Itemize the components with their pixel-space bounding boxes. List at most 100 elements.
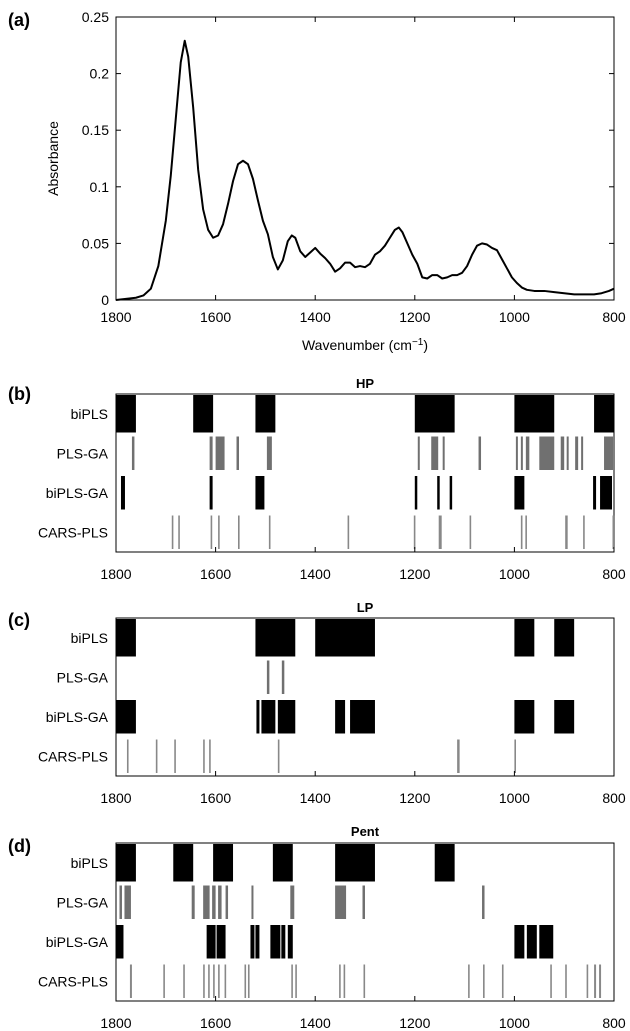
selected-interval — [256, 700, 260, 734]
row-label-pls-ga: PLS-GA — [57, 445, 109, 461]
selected-interval — [216, 925, 226, 959]
selected-interval — [604, 436, 614, 470]
selected-interval — [520, 515, 523, 549]
selected-interval — [599, 964, 602, 998]
selected-interval — [291, 964, 293, 998]
selected-interval — [539, 925, 554, 959]
selected-interval — [206, 925, 216, 959]
selected-interval — [594, 964, 597, 998]
selected-interval — [203, 739, 205, 773]
selected-interval — [268, 515, 271, 549]
plot-frame — [115, 617, 615, 777]
selected-interval — [501, 964, 504, 998]
selected-interval — [565, 964, 567, 998]
x-tick-label: 1000 — [499, 790, 530, 806]
y-tick-label: 0 — [101, 292, 109, 308]
row-label-pls-ga: PLS-GA — [57, 669, 109, 685]
selected-interval — [457, 739, 460, 773]
selected-interval — [116, 925, 124, 959]
selected-interval — [224, 964, 227, 998]
selected-interval — [155, 739, 158, 773]
selected-interval — [594, 395, 614, 433]
x-tick-label: 1200 — [399, 1015, 430, 1031]
x-tick-label: 1600 — [200, 566, 231, 582]
selected-interval — [193, 395, 214, 433]
selected-interval — [209, 476, 213, 510]
selected-interval — [183, 964, 185, 998]
panel-d: (d) Pent biPLS PLS-GA biPLS-GA CARS-PLS 1800 16… — [8, 824, 626, 1031]
x-tick-label: 1400 — [300, 566, 331, 582]
selected-interval — [600, 476, 613, 510]
x-tick-label: 1000 — [499, 309, 530, 325]
x-tick-label: 1000 — [499, 1015, 530, 1031]
selected-interval — [244, 964, 247, 998]
selected-interval — [350, 700, 375, 734]
x-tick-label: 1400 — [300, 309, 331, 325]
panel-title: HP — [356, 376, 374, 391]
y-tick-label: 0.2 — [90, 66, 110, 82]
selected-interval — [417, 436, 420, 470]
selected-interval — [483, 964, 485, 998]
selected-interval — [225, 885, 229, 919]
selected-interval — [449, 476, 453, 510]
selected-interval — [270, 925, 281, 959]
row-label-bipls-ga: biPLS-GA — [46, 709, 109, 725]
selected-interval — [163, 964, 165, 998]
x-tick-label: 800 — [602, 1015, 626, 1031]
x-tick-label: 1600 — [200, 790, 231, 806]
panel-label: (a) — [8, 10, 30, 30]
y-tick-label: 0.05 — [82, 235, 109, 251]
row-label-bipls: biPLS — [71, 855, 108, 871]
row-label-bipls: biPLS — [71, 406, 108, 422]
selected-interval — [255, 395, 276, 433]
selected-interval — [478, 436, 482, 470]
selected-interval — [335, 844, 375, 882]
row-label-cars-pls: CARS-PLS — [38, 524, 108, 540]
panel-b: (b) HP biPLS PLS-GA biPLS-GA CARS-PLS 1800 1600… — [8, 376, 626, 582]
plot-frame — [115, 842, 615, 1002]
selected-interval — [468, 964, 470, 998]
x-axis-label: Wavenumber (cm−1) — [302, 337, 428, 354]
selected-interval — [277, 700, 296, 734]
selected-interval — [277, 739, 280, 773]
selected-interval — [236, 436, 240, 470]
selected-interval — [178, 515, 180, 549]
selected-interval — [290, 885, 295, 919]
selected-interval — [119, 885, 122, 919]
panel-a: (a) 0 0.05 0.1 0.15 0.2 0.25 1800 1600 1400 1200 10… — [8, 9, 626, 353]
selected-interval — [514, 476, 525, 510]
y-tick-label: 0.15 — [82, 122, 109, 138]
selected-interval — [363, 964, 366, 998]
x-tick-label: 800 — [602, 566, 626, 582]
selected-interval — [213, 844, 234, 882]
selected-interval — [593, 476, 597, 510]
selected-interval — [173, 844, 194, 882]
selected-interval — [281, 925, 286, 959]
x-axis-label-main: Wavenumber (cm — [302, 337, 412, 353]
selected-interval — [515, 436, 518, 470]
selected-interval — [315, 619, 375, 657]
row-label-bipls-ga: biPLS-GA — [46, 934, 109, 950]
selected-interval — [209, 739, 211, 773]
selected-interval — [525, 515, 527, 549]
selected-interval — [525, 436, 530, 470]
selected-interval — [203, 885, 210, 919]
selected-interval — [203, 964, 205, 998]
selected-interval — [191, 885, 195, 919]
selected-interval — [261, 700, 276, 734]
x-tick-label: 1800 — [100, 790, 131, 806]
row-label-pls-ga: PLS-GA — [57, 894, 109, 910]
plot-frame — [115, 16, 615, 301]
selected-interval — [431, 436, 439, 470]
selected-interval — [250, 925, 255, 959]
selected-interval — [414, 476, 418, 510]
panel-label: (c) — [8, 610, 30, 630]
selected-interval — [434, 844, 455, 882]
selected-interval — [218, 964, 220, 998]
selected-interval — [583, 515, 585, 549]
selected-interval — [129, 964, 132, 998]
x-tick-label: 1200 — [399, 566, 430, 582]
x-tick-label: 1400 — [300, 790, 331, 806]
selected-interval — [566, 436, 569, 470]
